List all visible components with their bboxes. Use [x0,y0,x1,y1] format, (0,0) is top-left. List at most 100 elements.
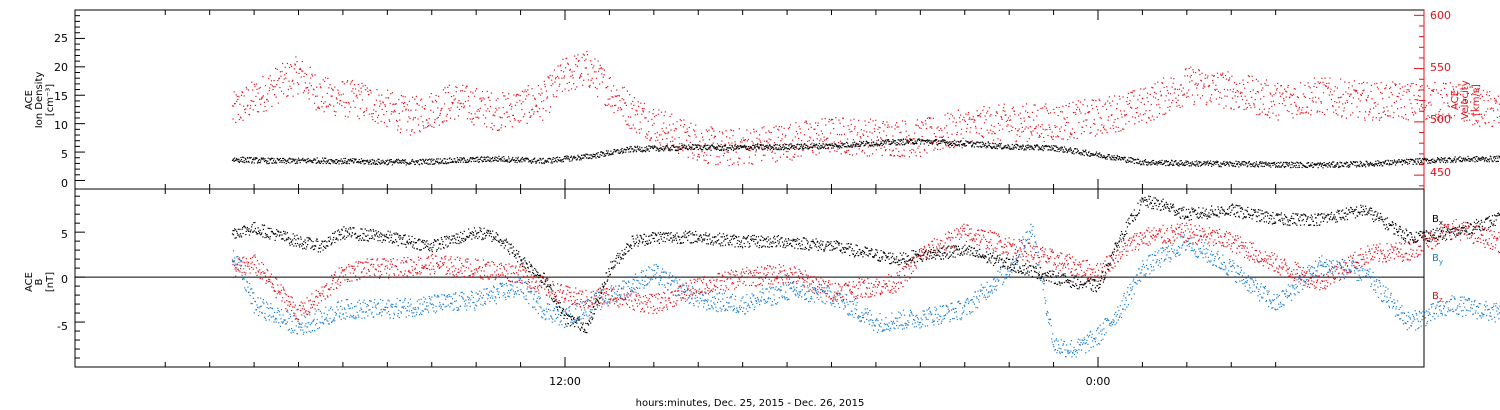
velocity-point [327,105,329,107]
density-point [1108,154,1110,156]
velocity-point [864,152,866,154]
density-point [1311,164,1313,166]
density-point [915,141,917,143]
density-point [950,143,952,145]
density-point [233,160,235,162]
velocity-point [1168,109,1171,111]
velocity-point [388,97,390,99]
velocity-point [1342,103,1344,105]
density-point [1057,146,1059,149]
density-point [1222,162,1224,164]
density-point [545,161,547,163]
velocity-point [444,87,446,89]
velocity-point [520,103,522,105]
density-point [323,160,325,162]
velocity-point [660,111,663,113]
velocity-point [571,71,573,73]
density-point [891,141,893,143]
density-point [452,160,454,162]
velocity-point [290,87,292,90]
velocity-point [863,130,865,132]
density-point [1152,159,1155,162]
density-point [269,159,271,161]
density-point [963,144,965,146]
velocity-point [929,126,931,128]
velocity-point [1418,89,1420,91]
velocity-point [586,54,589,56]
velocity-point [1132,116,1134,118]
velocity-point [282,62,284,65]
density-point [781,146,784,148]
velocity-point [896,126,898,128]
velocity-point [543,80,545,82]
density-point [942,141,944,143]
density-point [728,147,730,149]
velocity-point [970,127,972,129]
velocity-point [391,111,393,113]
velocity-point [691,152,694,154]
velocity-point [790,143,792,145]
velocity-point [1400,107,1402,109]
density-point [1260,165,1262,167]
velocity-point [327,77,329,79]
density-point [286,160,288,162]
velocity-point [891,126,893,128]
density-point [251,161,253,163]
density-point [1104,157,1106,159]
velocity-point [899,155,901,158]
density-point [947,143,949,145]
velocity-point [813,128,815,130]
velocity-point [1018,128,1020,130]
density-point [401,160,403,162]
density-point [395,161,397,163]
density-point [359,161,361,163]
velocity-point [1020,123,1022,125]
density-point [585,153,587,155]
density-point [818,143,820,145]
velocity-point [1004,110,1006,112]
velocity-point [839,122,841,124]
velocity-point [557,75,559,77]
density-point [297,159,299,161]
velocity-point [537,111,539,113]
density-point [886,139,889,141]
velocity-point [487,108,489,110]
velocity-point [1440,94,1442,96]
density-point [1345,163,1347,165]
density-point [1208,162,1211,164]
density-point [295,158,297,160]
density-point [693,148,695,150]
velocity-point [616,89,618,91]
density-point [957,144,959,146]
velocity-point [941,129,943,132]
velocity-point [1001,117,1003,119]
density-point [1006,146,1009,148]
velocity-point [424,108,426,110]
velocity-point [308,89,310,91]
density-point [546,160,549,162]
velocity-point [601,73,603,75]
velocity-point [407,109,409,111]
velocity-point [593,65,595,67]
density-point [853,144,855,146]
density-point [1035,144,1037,147]
velocity-point [751,140,753,142]
velocity-point [1496,101,1498,103]
density-point [498,155,500,157]
density-point [607,150,609,152]
density-point [913,142,915,144]
density-point [1121,157,1123,159]
velocity-point [678,137,680,139]
velocity-point [1245,103,1247,105]
density-point [1173,164,1175,166]
velocity-point [1287,84,1289,87]
density-point [881,145,883,147]
velocity-point [1155,93,1157,95]
velocity-point [1102,105,1104,107]
density-point [1245,161,1247,164]
density-point [708,146,711,148]
density-point [388,159,390,161]
velocity-point [789,158,791,160]
density-point [477,158,479,161]
velocity-point [1409,85,1411,87]
